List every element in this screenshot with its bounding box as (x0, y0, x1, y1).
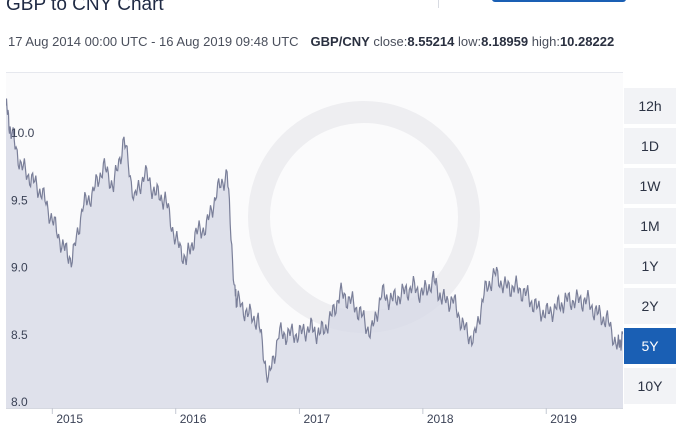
range-button-1m[interactable]: 1M (624, 208, 676, 244)
range-button-1w[interactable]: 1W (624, 168, 676, 204)
series-area-gbp-cny (6, 98, 623, 408)
x-tick-label: 2017 (303, 412, 330, 426)
high-value: 10.28222 (559, 34, 615, 49)
range-button-5y[interactable]: 5Y (624, 328, 676, 364)
x-tick-label: 2019 (550, 412, 577, 426)
x-axis: 2015 2016 2017 2018 2019 (51, 408, 577, 426)
y-tick-label: 8.5 (11, 328, 28, 342)
range-button-2y[interactable]: 2Y (624, 288, 676, 324)
y-tick-label: 9.0 (11, 261, 28, 275)
range-button-1d[interactable]: 1D (624, 128, 676, 164)
page-title: GBP to CNY Chart (6, 0, 164, 15)
x-tick-label: 2016 (180, 412, 207, 426)
date-range: 17 Aug 2014 00:00 UTC - 16 Aug 2019 09:4… (8, 34, 299, 49)
x-tick-label: 2018 (427, 412, 454, 426)
close-label: close: (373, 34, 408, 49)
chart-summary: 17 Aug 2014 00:00 UTC - 16 Aug 2019 09:4… (8, 34, 614, 49)
convert-button[interactable] (492, 0, 626, 2)
range-button-12h[interactable]: 12h (624, 88, 676, 124)
high-label: high: (531, 34, 560, 49)
y-tick-label: 9.5 (11, 193, 28, 207)
plot-group (6, 98, 623, 408)
rate-chart[interactable]: 8.0 8.5 9.0 9.5 10.0 2015 2016 2017 2018 2019 (6, 72, 623, 432)
time-range-selector: 12h 1D 1W 1M 1Y 2Y 5Y 10Y (624, 88, 676, 408)
range-button-10y[interactable]: 10Y (624, 368, 676, 404)
low-value: 8.18959 (481, 34, 529, 49)
series-line-gbp-cny (6, 98, 623, 383)
y-axis: 8.0 8.5 9.0 9.5 10.0 (11, 126, 35, 409)
y-tick-label: 10.0 (11, 126, 35, 140)
x-tick-label: 2015 (56, 412, 83, 426)
currency-pair: GBP/CNY (310, 34, 370, 49)
y-tick-label: 8.0 (11, 395, 28, 409)
header-divider (438, 0, 439, 8)
low-label: low: (458, 34, 482, 49)
x-axis-line (6, 408, 623, 409)
close-value: 8.55214 (407, 34, 455, 49)
range-button-1y[interactable]: 1Y (624, 248, 676, 284)
